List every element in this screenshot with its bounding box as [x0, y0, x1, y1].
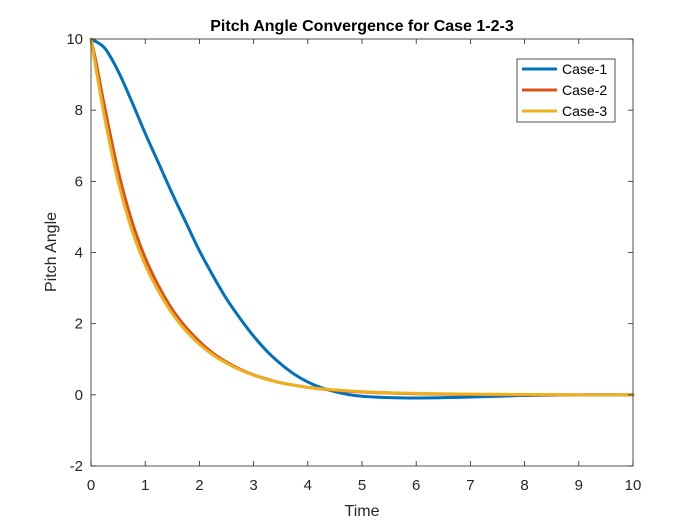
chart-title: Pitch Angle Convergence for Case 1-2-3	[210, 18, 514, 35]
y-tick-label: 0	[75, 387, 83, 404]
x-tick-label: 7	[466, 477, 474, 494]
y-tick-label: 6	[75, 173, 83, 190]
x-tick-label: 1	[141, 477, 149, 494]
x-tick-label: 0	[87, 477, 95, 494]
y-tick-label: 4	[75, 245, 83, 262]
x-tick-label: 8	[520, 477, 528, 494]
legend-label-case-3: Case-3	[562, 103, 607, 119]
y-tick-label: 2	[75, 316, 83, 333]
x-tick-label: 4	[304, 477, 312, 494]
x-tick-label: 5	[358, 477, 366, 494]
y-axis-label: Pitch Angle	[43, 212, 60, 292]
x-tick-label: 9	[575, 477, 583, 494]
x-axis-label: Time	[345, 503, 380, 520]
x-tick-label: 2	[195, 477, 203, 494]
legend-label-case-2: Case-2	[562, 82, 607, 98]
y-tick-label: 10	[66, 31, 83, 48]
legend: Case-1 Case-2 Case-3	[517, 59, 615, 122]
y-tick-label: 8	[75, 102, 83, 119]
x-tick-label: 6	[412, 477, 420, 494]
y-tick-label: -2	[70, 458, 83, 475]
x-tick-label: 3	[249, 477, 257, 494]
x-tick-label: 10	[625, 477, 642, 494]
legend-label-case-1: Case-1	[562, 61, 607, 77]
